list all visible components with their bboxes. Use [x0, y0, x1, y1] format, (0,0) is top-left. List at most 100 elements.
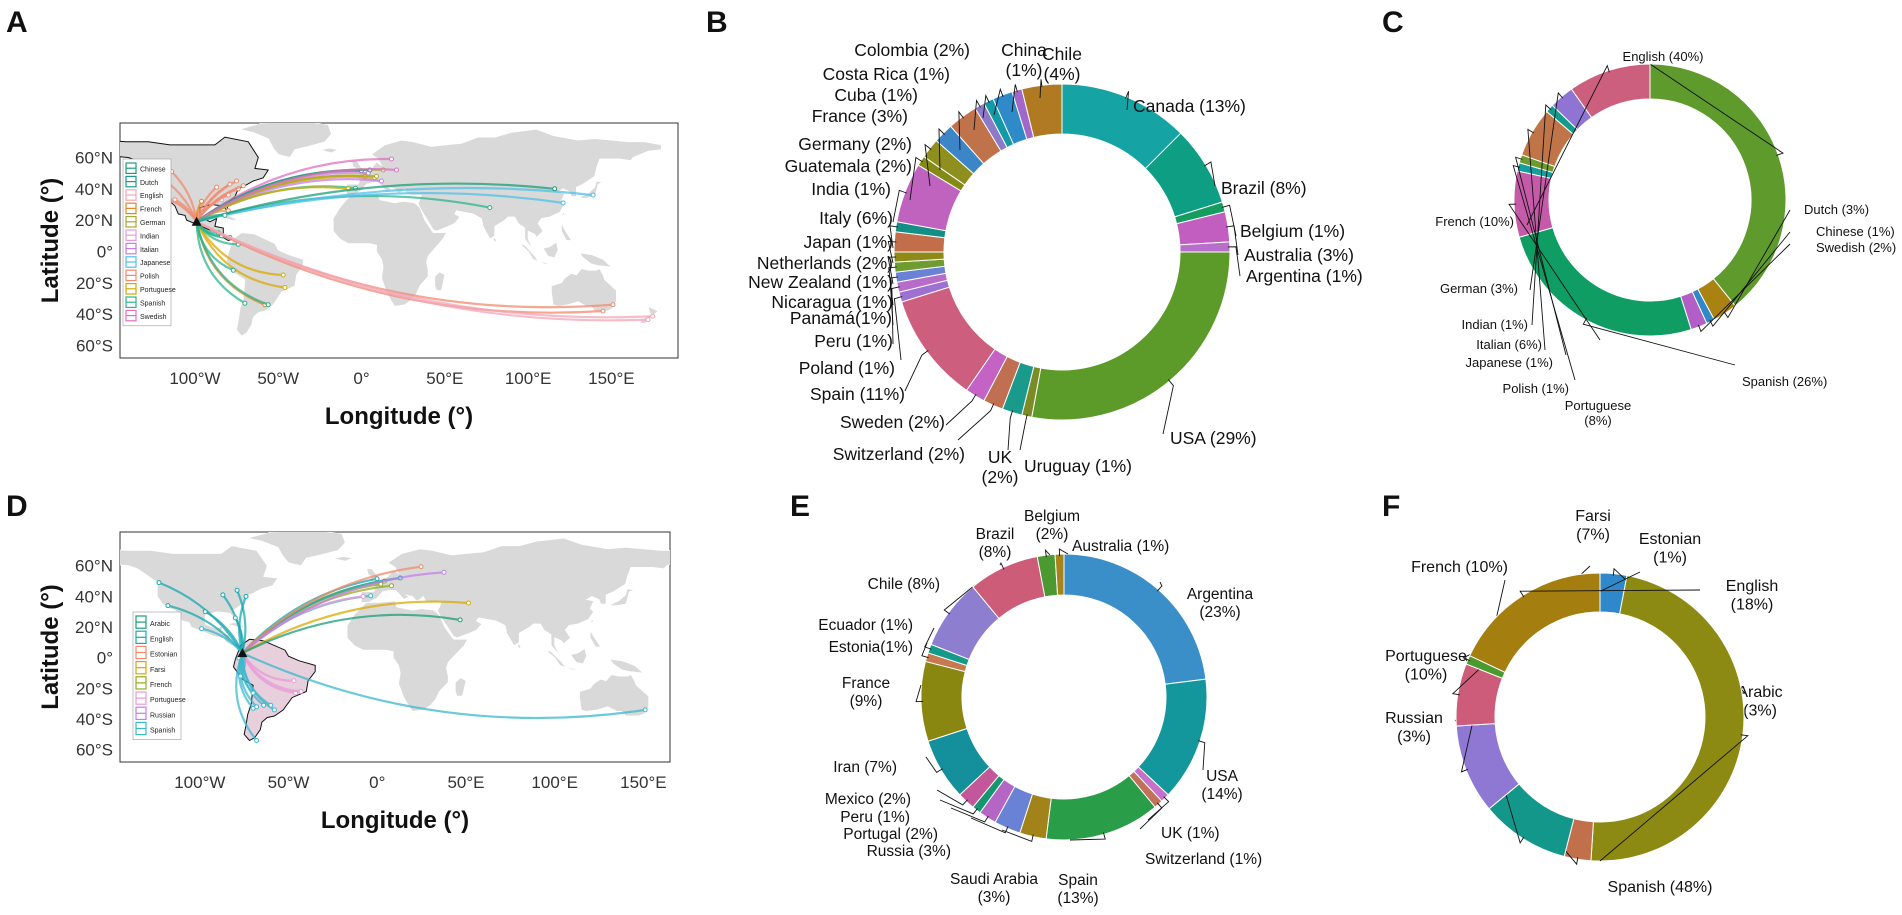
land-new-zealand-n	[647, 305, 659, 317]
route-line	[195, 220, 285, 277]
leader-line	[925, 756, 943, 773]
y-tick-label: 20°S	[76, 679, 113, 698]
slice-label: Indian (1%)	[1462, 317, 1528, 332]
route-endpoint	[360, 593, 366, 599]
map-legend: Chinese Dutch English French German Indian Ita…	[122, 158, 176, 327]
route-line	[241, 600, 470, 655]
leader-line	[1508, 203, 1601, 341]
route-endpoint	[389, 156, 394, 162]
leader-line	[999, 562, 1005, 570]
legend-label: Swedish	[140, 314, 167, 321]
route-endpoint	[418, 564, 424, 570]
x-axis-title: Longitude (°)	[321, 807, 469, 834]
legend-label: Indian	[140, 233, 159, 240]
route-endpoint	[552, 186, 558, 192]
slice-label: Spanish (26%)	[1742, 374, 1827, 389]
land-africa	[332, 193, 448, 307]
route-endpoint	[232, 615, 238, 621]
legend-label: French	[150, 682, 172, 689]
route-line	[200, 627, 244, 655]
leader-line	[892, 189, 907, 223]
panel-label-f: F	[1382, 490, 1401, 523]
land-greenland	[247, 532, 346, 567]
route-line	[195, 168, 398, 223]
leader-line	[1019, 414, 1028, 451]
x-tick-label: 150°E	[588, 369, 635, 388]
land-taiwan	[589, 618, 595, 625]
donut-slice	[1021, 83, 1063, 139]
route-endpoint	[220, 592, 226, 598]
slice-label: Farsi (7%)	[1575, 508, 1611, 543]
y-tick-label: 60°S	[76, 741, 113, 760]
slice-label: Chile (4%)	[1042, 44, 1082, 84]
route-endpoint	[457, 617, 463, 623]
slice-label: French (10%)	[1435, 214, 1514, 229]
donut-slice	[1063, 553, 1207, 685]
slice-label: Portuguese (8%)	[1565, 398, 1632, 428]
leader-line	[1526, 64, 1610, 226]
slice-label: Iran (7%)	[833, 759, 897, 776]
route-line	[195, 220, 246, 305]
panel-label-c: C	[1382, 6, 1404, 39]
slice-label: Panamá(1%)	[790, 308, 892, 328]
slice-label: Chinese (1%)	[1816, 224, 1895, 239]
slice-label: Brazil (8%)	[1221, 178, 1307, 198]
slice-label: New Zealand (1%)	[748, 272, 893, 292]
leader-line	[943, 584, 976, 615]
slice-label: Russian (3%)	[1385, 710, 1443, 745]
route-endpoint	[610, 302, 616, 308]
legend-label: Portuguese	[140, 287, 176, 294]
leader-line	[1529, 91, 1564, 291]
land-madagascar	[454, 677, 467, 697]
leader-line	[1162, 379, 1174, 435]
y-tick-label: 20°S	[76, 274, 113, 293]
slice-label: Japan (1%)	[804, 232, 894, 252]
x-tick-label: 0°	[353, 369, 369, 388]
leader-line	[887, 241, 897, 264]
leader-line	[924, 627, 935, 650]
legend-label: Polish	[140, 274, 159, 281]
donut-slice	[1054, 553, 1065, 596]
slice-label: Estonian (1%)	[1639, 531, 1701, 566]
slice-label: Canada (13%)	[1133, 96, 1246, 116]
slice-label: English (40%)	[1623, 49, 1704, 64]
leader-line	[1156, 581, 1163, 592]
legend-label: Estonian	[150, 652, 177, 659]
y-tick-label: 40°S	[76, 710, 113, 729]
route-endpoint	[650, 313, 656, 319]
donut-slice	[1590, 574, 1745, 862]
leader-line	[1519, 589, 1701, 598]
slice-label: Colombia (2%)	[854, 40, 970, 60]
land-greenland	[238, 123, 332, 158]
slice-label: Germany (2%)	[798, 134, 912, 154]
panel-label-d: D	[6, 490, 28, 523]
land-taiwan	[561, 211, 566, 218]
legend-label: Spanish	[140, 300, 165, 307]
donut-e: Argentina (23%) USA (14%) UK (1%) Switzerland…	[818, 508, 1262, 907]
route-endpoint	[374, 173, 379, 179]
origin-marker	[237, 648, 248, 658]
route-endpoint	[156, 580, 162, 586]
leader-line	[1147, 796, 1170, 821]
x-tick-label: 150°E	[620, 773, 667, 792]
route-line	[195, 186, 595, 223]
slice-label: Italy (6%)	[819, 208, 893, 228]
slice-label: Chile (8%)	[868, 576, 940, 593]
route-endpoint	[199, 198, 205, 204]
donut-f: Arabic (3%) Spanish (48%) Russian (3%) Portug…	[1385, 508, 1783, 896]
route-endpoint	[227, 181, 233, 187]
leader-line	[1514, 156, 1567, 356]
slice-label: USA (14%)	[1201, 768, 1242, 803]
leader-line	[973, 98, 981, 131]
route-endpoint	[261, 702, 267, 708]
land-eurasia	[360, 537, 670, 657]
route-line	[195, 214, 226, 223]
land-borneo	[570, 647, 587, 665]
slice-label: Estonia(1%)	[829, 639, 913, 656]
x-tick-label: 100°W	[174, 773, 225, 792]
legend-label: Portuguese	[150, 697, 186, 704]
slice-label: Guatemala (2%)	[785, 156, 912, 176]
leader-line	[957, 403, 995, 441]
route-endpoint	[242, 300, 248, 306]
leader-line	[1069, 832, 1106, 841]
